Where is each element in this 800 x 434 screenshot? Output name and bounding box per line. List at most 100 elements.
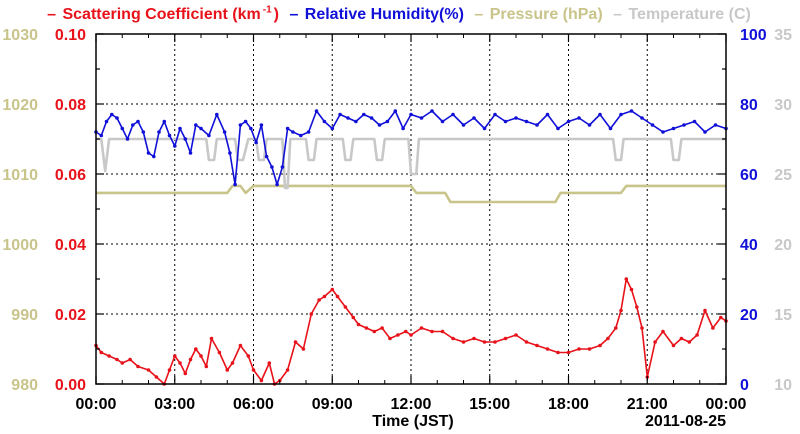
relative-humidity-point [125, 137, 130, 141]
relative-humidity-point [104, 119, 109, 124]
relative-humidity-point [409, 112, 413, 117]
scattering-coefficient-point [566, 350, 571, 355]
series-layer [94, 109, 728, 386]
scattering-coefficient-point [514, 333, 518, 337]
relative-humidity-point [314, 109, 319, 113]
relative-humidity-point [354, 119, 358, 124]
chart-legend: – Scattering Coefficient (km -1) – Relati… [0, 5, 800, 24]
scattering-coefficient-point [267, 361, 272, 365]
scattering-coefficient-point [503, 336, 508, 341]
scattering-coefficient-point [679, 336, 684, 341]
relative-humidity-point [598, 112, 602, 117]
scattering-coefficient-point [440, 329, 445, 334]
relative-humidity-point [514, 116, 518, 120]
relative-humidity-point [362, 112, 366, 117]
relative-humidity-point [440, 119, 445, 124]
scattering-tick-label: 0.02 [55, 307, 86, 324]
scattering-coefficient-point [364, 326, 369, 330]
relative-humidity-point [493, 112, 497, 117]
relative-humidity-point [146, 151, 151, 155]
relative-humidity-point [141, 130, 146, 134]
relative-humidity-point [99, 133, 104, 138]
scattering-coefficient-point [167, 368, 172, 372]
relative-humidity-point [306, 130, 311, 134]
relative-humidity-point [162, 119, 167, 124]
scattering-coefficient-point [335, 294, 340, 299]
scattering-coefficient-point [251, 368, 256, 372]
relative-humidity-point [228, 151, 232, 155]
humidity-tick-label: 60 [740, 167, 758, 184]
relative-humidity-point [152, 154, 156, 159]
scattering-coefficient-point [524, 340, 529, 344]
scattering-coefficient-point [107, 354, 111, 358]
pressure-tick-label: 1010 [2, 167, 38, 184]
legend-scattering-label: Scattering Coefficient (km [62, 6, 261, 24]
relative-humidity-point [577, 116, 581, 120]
pressure-tick-label: 1030 [2, 27, 38, 44]
scattering-coefficient-point [309, 312, 314, 316]
relative-humidity-point [503, 119, 508, 124]
scattering-coefficient-point [225, 368, 230, 372]
scattering-coefficient-point [246, 354, 251, 358]
relative-humidity-point [131, 123, 135, 127]
x-tick-label: 00:00 [76, 396, 117, 413]
relative-humidity-point [451, 112, 455, 117]
pressure-tick-label: 1000 [2, 237, 38, 254]
scattering-coefficient-point [703, 308, 707, 313]
relative-humidity-point [692, 119, 697, 124]
temperature-tick-label: 30 [774, 97, 792, 114]
relative-humidity-point [275, 182, 279, 187]
scattering-coefficient-point [230, 361, 235, 365]
relative-humidity-point [254, 140, 258, 145]
x-tick-label: 03:00 [154, 396, 195, 413]
relative-humidity-point [671, 126, 676, 131]
relative-humidity-point [587, 123, 592, 127]
scattering-coefficient-point [535, 343, 539, 348]
relative-humidity-point [556, 126, 560, 131]
humidity-tick-label: 80 [740, 97, 758, 114]
scattering-coefficient-point [409, 333, 413, 337]
scattering-coefficient-point [711, 326, 715, 330]
x-tick-label: 18:00 [548, 396, 589, 413]
scattering-coefficient-point [188, 357, 193, 362]
legend-pressure: – Pressure (hPa) [474, 6, 603, 24]
scattering-coefficient-point [545, 347, 550, 351]
relative-humidity-point [188, 151, 193, 155]
scattering-coefficient-point [238, 343, 243, 348]
pressure-tick-label: 1020 [2, 97, 38, 114]
temperature-tick-label: 25 [774, 167, 792, 184]
scattering-coefficient-point [178, 361, 182, 365]
relative-humidity-point [299, 133, 303, 138]
relative-humidity-point [194, 123, 198, 127]
relative-humidity-point [110, 112, 114, 117]
relative-humidity-point [285, 126, 290, 131]
scattering-coefficient-point [388, 336, 392, 341]
scattering-coefficient-point [115, 357, 119, 362]
relative-humidity-point [136, 119, 140, 124]
relative-humidity-point [264, 154, 269, 159]
scattering-coefficient-point [317, 298, 321, 302]
scattering-coefficient-point [719, 315, 723, 320]
scattering-coefficient-point [173, 354, 177, 358]
scattering-coefficient-point [99, 350, 104, 355]
scattering-coefficient-point [204, 364, 209, 369]
relative-humidity-point [713, 123, 718, 127]
relative-humidity-point [270, 165, 274, 169]
scattering-tick-label: 0.10 [55, 27, 86, 44]
relative-humidity-point [238, 123, 243, 127]
relative-humidity-point [215, 112, 219, 117]
legend-humidity-label: Relative Humidity(%) [304, 6, 464, 24]
x-tick-label: 09:00 [312, 396, 353, 413]
x-tick-label: 06:00 [233, 396, 274, 413]
scattering-coefficient-point [661, 329, 665, 334]
scattering-coefficient-point [183, 371, 188, 376]
legend-scattering-sup: -1 [262, 5, 272, 16]
relative-humidity-point [330, 126, 335, 131]
scattering-coefficient-point [614, 326, 618, 330]
relative-humidity-point [472, 116, 476, 120]
relative-humidity-point [369, 116, 374, 120]
relative-humidity-point [115, 116, 119, 120]
scattering-coefficient-point [419, 326, 424, 330]
scattering-coefficient-point [194, 347, 198, 351]
